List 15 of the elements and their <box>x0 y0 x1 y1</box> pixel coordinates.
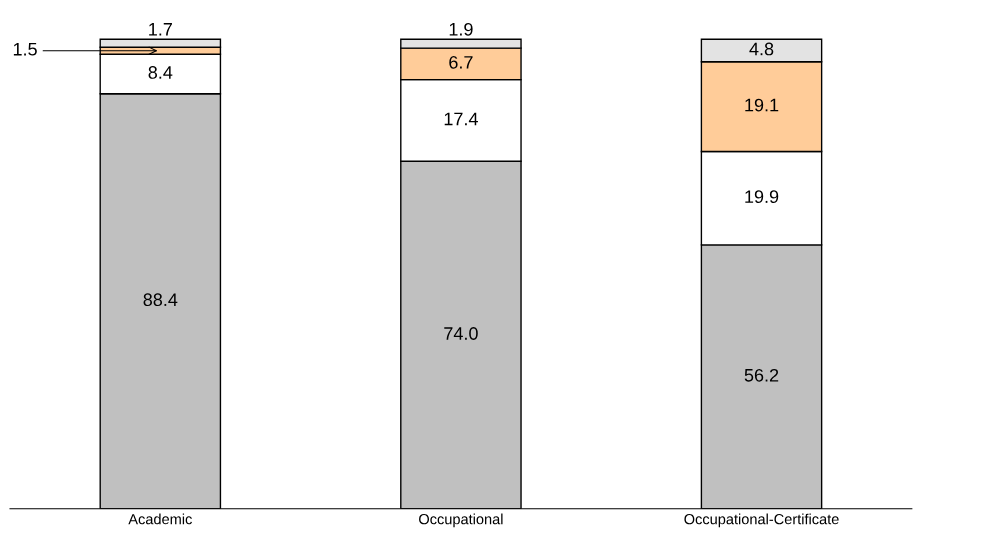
data-label: 4.8 <box>749 42 774 56</box>
data-label: 88.4 <box>143 293 178 307</box>
x-tick-label: Occupational-Certificate <box>684 513 839 528</box>
data-label: 6.7 <box>449 55 473 69</box>
data-label: 1.9 <box>449 22 473 36</box>
data-label: 17.4 <box>444 112 478 126</box>
data-label: 74.0 <box>444 327 478 340</box>
x-tick-label: Academic <box>128 513 192 525</box>
data-label: 8.4 <box>148 66 173 79</box>
annotation: 1.5 <box>13 42 37 56</box>
x-tick-label: Occupational <box>419 513 503 528</box>
data-label: 56.2 <box>744 368 779 382</box>
data-label: 19.9 <box>745 190 779 204</box>
data-label: 1.7 <box>149 23 172 36</box>
data-label: 19.1 <box>745 98 779 112</box>
